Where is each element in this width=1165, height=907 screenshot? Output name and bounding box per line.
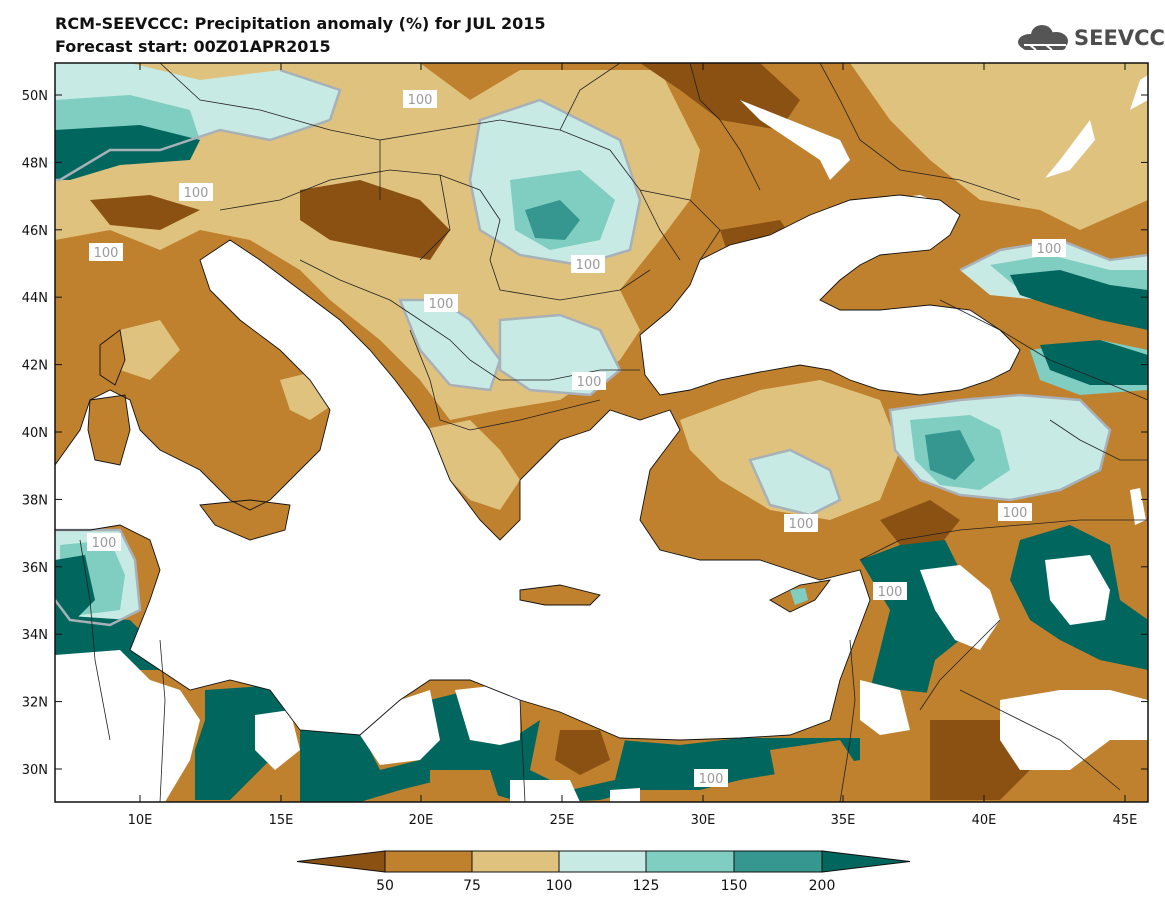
colorbar-label: 150 bbox=[721, 878, 748, 894]
lon-tick-label: 20E bbox=[409, 813, 434, 828]
colorbar-swatch bbox=[471, 850, 560, 873]
svg-text:100: 100 bbox=[184, 186, 209, 201]
lat-tick-label: 44N bbox=[22, 291, 48, 306]
svg-text:100: 100 bbox=[789, 517, 814, 532]
svg-text:100: 100 bbox=[576, 258, 601, 273]
country-borders bbox=[79, 63, 1148, 802]
forecast-start-subtitle: Forecast start: 00Z01APR2015 bbox=[55, 37, 331, 56]
colorbar-label: 125 bbox=[633, 878, 660, 894]
svg-text:100: 100 bbox=[699, 772, 724, 787]
contour-label-100: 100 bbox=[89, 243, 123, 261]
lon-tick-label: 45E bbox=[1113, 813, 1138, 828]
contour-label-100: 100 bbox=[403, 90, 437, 108]
contour-label-100: 100 bbox=[571, 255, 605, 273]
lon-tick-label: 25E bbox=[550, 813, 575, 828]
lon-tick-label: 10E bbox=[128, 813, 153, 828]
contour-label-100: 100 bbox=[873, 582, 907, 600]
colorbar-swatch bbox=[384, 850, 473, 873]
logo-text: SEEVCCC bbox=[1074, 26, 1165, 50]
svg-text:100: 100 bbox=[429, 297, 454, 312]
svg-text:100: 100 bbox=[1037, 242, 1062, 257]
contour-label-100: 100 bbox=[424, 294, 458, 312]
lat-tick-label: 38N bbox=[22, 493, 48, 508]
svg-text:100: 100 bbox=[1003, 506, 1028, 521]
colorbar-low-arrow bbox=[296, 850, 386, 873]
lat-tick-label: 48N bbox=[22, 156, 48, 171]
longitude-axis: 10E 15E 20E 25E 30E 35E 40E 45E bbox=[128, 63, 1138, 828]
colorbar-label: 200 bbox=[809, 878, 836, 894]
seevccc-logo bbox=[1018, 25, 1068, 51]
cloud-icon bbox=[1018, 25, 1068, 51]
colorbar-label: 75 bbox=[463, 878, 481, 894]
colorbar-swatch bbox=[645, 850, 735, 873]
colorbar-swatch bbox=[558, 850, 647, 873]
contour-label-100: 100 bbox=[998, 503, 1032, 521]
svg-text:100: 100 bbox=[92, 536, 117, 551]
svg-text:100: 100 bbox=[94, 246, 119, 261]
lat-tick-label: 50N bbox=[22, 89, 48, 104]
colorbar-label: 100 bbox=[546, 878, 573, 894]
lon-tick-label: 15E bbox=[269, 813, 294, 828]
contour-labels: 100 100 100 100 100 100 100 100 100 100 100 100 bbox=[87, 90, 1066, 787]
contour-label-100: 100 bbox=[1032, 239, 1066, 257]
svg-text:100: 100 bbox=[577, 375, 602, 390]
lat-tick-label: 34N bbox=[22, 628, 48, 643]
colorbar-label: 50 bbox=[376, 878, 394, 894]
contour-label-100: 100 bbox=[87, 533, 121, 551]
lon-tick-label: 30E bbox=[691, 813, 716, 828]
lon-tick-label: 40E bbox=[972, 813, 997, 828]
contour-label-100: 100 bbox=[784, 514, 818, 532]
contour-label-100: 100 bbox=[179, 183, 213, 201]
lon-tick-label: 35E bbox=[831, 813, 856, 828]
contour-label-100: 100 bbox=[572, 372, 606, 390]
lat-tick-label: 40N bbox=[22, 426, 48, 441]
lat-tick-label: 32N bbox=[22, 696, 48, 711]
map-field bbox=[55, 63, 1148, 802]
lat-tick-label: 42N bbox=[22, 359, 48, 374]
lat-tick-label: 46N bbox=[22, 224, 48, 239]
map-title: RCM-SEEVCCC: Precipitation anomaly (%) f… bbox=[55, 14, 546, 33]
lat-tick-label: 36N bbox=[22, 561, 48, 576]
coastlines bbox=[55, 194, 1021, 741]
colorbar-swatch bbox=[733, 850, 823, 873]
contour-label-100: 100 bbox=[694, 769, 728, 787]
lat-tick-label: 30N bbox=[22, 763, 48, 778]
latitude-axis: 30N 32N 34N 36N 38N 40N 42N 44N 46N 48N 50N bbox=[22, 89, 1148, 778]
svg-text:100: 100 bbox=[408, 93, 433, 108]
colorbar: 50 75 100 125 150 200 bbox=[296, 850, 911, 894]
svg-text:100: 100 bbox=[878, 585, 903, 600]
colorbar-high-arrow bbox=[821, 850, 911, 873]
